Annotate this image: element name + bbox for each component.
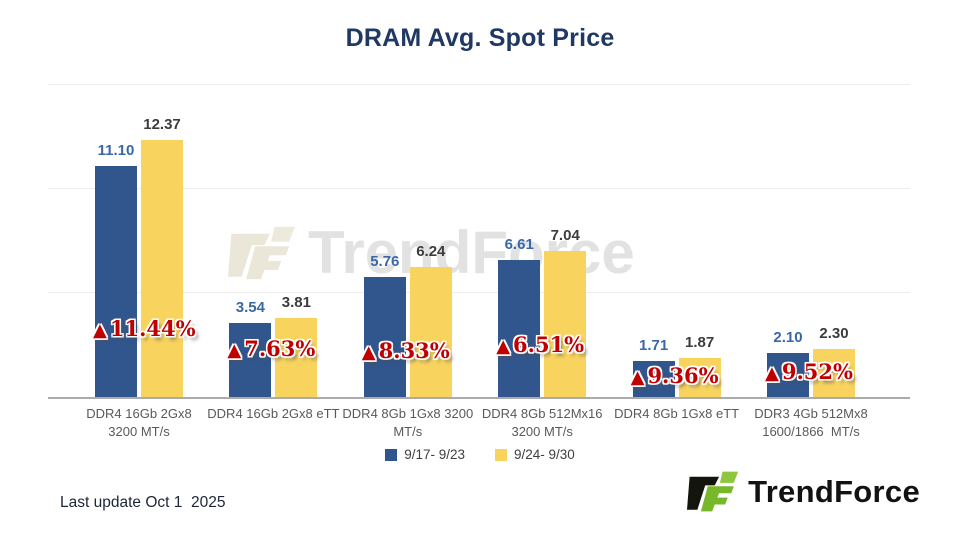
- change-badge: ▲ 9.36%: [631, 363, 719, 388]
- bar-yellow: [544, 250, 587, 397]
- legend-swatch: [385, 448, 398, 461]
- bar-value-label: 6.24: [416, 243, 446, 261]
- last-update-note: Last update Oct 1 2025: [60, 494, 226, 511]
- category-label-line: DDR4 16Gb 2Gx8 eTT: [207, 406, 340, 421]
- bar-yellow: [409, 267, 452, 397]
- bar-value-label: 12.37: [143, 115, 181, 133]
- category-label-line: MT/s: [393, 423, 423, 439]
- change-percent: 7.63%: [244, 336, 316, 361]
- category-label: DDR4 8Gb 1Gx8 eTT: [614, 405, 739, 423]
- category-label-line: DDR4 16Gb 2Gx8: [86, 406, 192, 421]
- bar-value-label: 3.81: [281, 293, 311, 311]
- change-badge: ▲ 8.33%: [362, 338, 450, 363]
- bar-yellow: [141, 139, 183, 397]
- up-triangle-icon: ▲: [361, 342, 376, 363]
- bar-blue: [95, 166, 137, 397]
- trendforce-logo-text: TrendForce: [748, 474, 920, 509]
- legend-item: 9/17- 9/23: [385, 447, 465, 462]
- trendforce-logo-icon: [687, 471, 739, 512]
- category-label: DDR4 16Gb 2Gx8 3200 MT/s: [86, 405, 192, 440]
- bar-value-label: 7.04: [550, 226, 580, 244]
- change-badge: ▲ 7.63%: [227, 336, 315, 361]
- category-label: DDR4 8Gb 512Mx16 3200 MT/s: [482, 405, 603, 440]
- change-percent: 8.33%: [378, 338, 450, 363]
- gridline: [48, 292, 910, 293]
- bar-value-label: 3.54: [235, 299, 265, 317]
- legend-label: 9/24- 9/30: [514, 447, 575, 462]
- category-label-line: 3200 MT/s: [108, 423, 170, 439]
- up-triangle-icon: ▲: [496, 336, 511, 357]
- category-label-line: DDR4 8Gb 1Gx8 3200: [342, 406, 474, 421]
- bar-yellow: [813, 349, 855, 397]
- bar-blue: [767, 353, 809, 397]
- category-label-line: 1600/1866 MT/s: [762, 423, 860, 439]
- bar-yellow: [678, 358, 721, 397]
- category-label-line: DDR4 8Gb 512Mx16: [481, 406, 603, 421]
- chart-title: DRAM Avg. Spot Price: [345, 24, 615, 52]
- change-percent: 9.36%: [647, 363, 719, 388]
- bar-value-label: 6.61: [504, 235, 534, 253]
- bar-blue: [632, 361, 675, 397]
- bar-blue: [229, 323, 272, 397]
- trendforce-logo: TrendForce: [687, 468, 920, 515]
- bar-blue: [498, 259, 541, 397]
- change-badge: ▲ 9.52%: [765, 359, 853, 384]
- category-label-line: 3200 MT/s: [511, 423, 573, 439]
- gridline: [48, 188, 910, 189]
- category-label: DDR3 4Gb 512Mx8 1600/1866 MT/s: [754, 405, 867, 440]
- bar-value-label: 5.76: [370, 253, 400, 271]
- category-label: DDR4 8Gb 1Gx8 3200 MT/s: [342, 405, 473, 440]
- bar-blue: [363, 277, 406, 397]
- gridline: [48, 84, 910, 85]
- change-percent: 6.51%: [513, 332, 585, 357]
- bar-yellow: [275, 317, 318, 397]
- up-triangle-icon: ▲: [93, 320, 107, 341]
- bar-value-label: 2.10: [773, 329, 803, 347]
- legend-swatch: [495, 448, 507, 461]
- bar-value-label: 11.10: [97, 142, 135, 160]
- legend-label: 9/17- 9/23: [404, 447, 465, 462]
- legend-item: 9/24- 9/30: [495, 447, 575, 462]
- change-badge: ▲ 6.51%: [496, 332, 584, 357]
- plot-area: 11.10 12.37 ▲ 11.44% DDR4 16Gb 2Gx8 3200 MT/s…: [48, 84, 910, 439]
- category-label: DDR4 16Gb 2Gx8 eTT: [207, 405, 339, 423]
- up-triangle-icon: ▲: [765, 363, 779, 384]
- up-triangle-icon: ▲: [630, 367, 645, 388]
- category-label-line: DDR4 8Gb 1Gx8 eTT: [614, 406, 740, 421]
- bar-value-label: 1.87: [684, 334, 715, 352]
- change-percent: 11.44%: [109, 316, 196, 341]
- bar-value-label: 2.30: [819, 325, 849, 343]
- bar-value-label: 1.71: [638, 337, 669, 355]
- change-badge: ▲ 11.44%: [93, 316, 196, 341]
- up-triangle-icon: ▲: [227, 340, 242, 361]
- change-percent: 9.52%: [781, 359, 853, 384]
- category-label-line: DDR3 4Gb 512Mx8: [754, 406, 868, 421]
- legend: 9/17- 9/23 9/24- 9/30: [0, 447, 960, 462]
